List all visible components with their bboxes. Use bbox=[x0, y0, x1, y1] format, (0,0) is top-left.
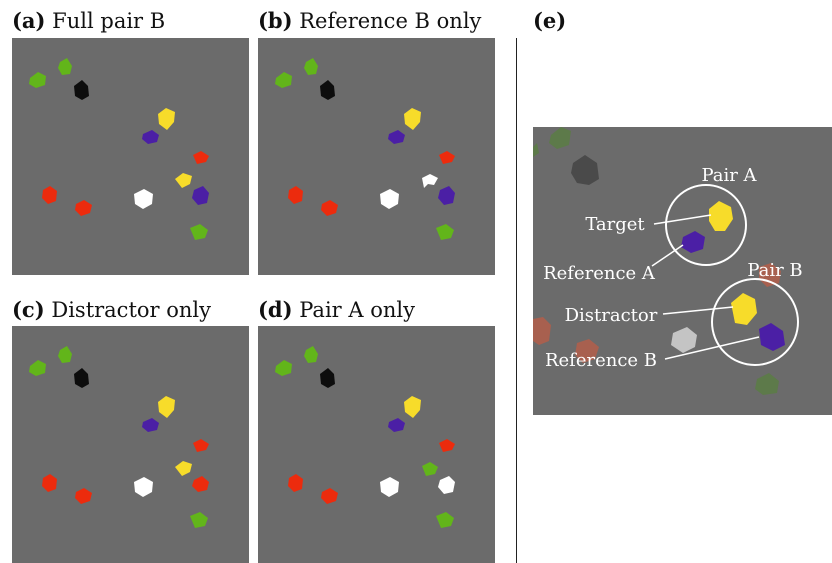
panel-c-title: Distractor only bbox=[51, 298, 211, 322]
reference-a-label: Reference A bbox=[543, 263, 656, 284]
green-blob bbox=[275, 360, 292, 376]
white-blob bbox=[422, 174, 438, 188]
target-blob bbox=[709, 201, 733, 231]
reference-a-blob bbox=[681, 231, 705, 253]
yellow-blob bbox=[175, 461, 192, 476]
white-blob bbox=[380, 477, 399, 497]
distractor-label: Distractor bbox=[565, 305, 658, 326]
panel-e-letter: (e) bbox=[533, 8, 567, 33]
white-blob bbox=[134, 189, 153, 209]
caption-panel-d: (d) Pair A only bbox=[258, 297, 415, 323]
target-leader-line bbox=[653, 214, 712, 225]
green-blob bbox=[190, 224, 208, 240]
caption-panel-e: (e) bbox=[533, 9, 566, 33]
faded-green-blob bbox=[549, 127, 571, 149]
yellow-blob bbox=[175, 173, 192, 188]
reference-b-label: Reference B bbox=[545, 350, 657, 371]
faded-white-blob bbox=[671, 327, 697, 353]
red-blob bbox=[288, 474, 303, 492]
panel-a-scene bbox=[29, 58, 209, 240]
purple-blob bbox=[388, 418, 405, 432]
distractor-blob bbox=[731, 293, 757, 325]
panel-a bbox=[12, 38, 249, 275]
yellow-blob bbox=[404, 108, 421, 130]
black-blob bbox=[74, 368, 89, 388]
red-blob bbox=[75, 488, 92, 504]
panel-e-scene: Pair A Pair B Target Reference A Distrac… bbox=[533, 127, 803, 395]
red-blob bbox=[321, 488, 338, 504]
green-blob bbox=[304, 346, 318, 363]
green-blob bbox=[275, 72, 292, 88]
panel-b-scene bbox=[275, 58, 455, 240]
panel-d-title: Pair A only bbox=[299, 298, 415, 322]
pair-a-circle bbox=[665, 184, 747, 266]
panel-b bbox=[258, 38, 495, 275]
pair-b-label: Pair B bbox=[747, 260, 802, 281]
green-blob bbox=[436, 512, 454, 528]
green-blob bbox=[58, 346, 72, 363]
green-blob bbox=[29, 360, 46, 376]
red-blob bbox=[193, 151, 209, 164]
panel-a-letter: (a) bbox=[12, 8, 46, 33]
distractor-leader-line bbox=[662, 306, 734, 315]
faded-red-blob bbox=[533, 317, 551, 345]
panel-b-title: Reference B only bbox=[299, 9, 482, 33]
purple-blob bbox=[438, 186, 455, 205]
caption-panel-a: (a) Full pair B bbox=[12, 8, 166, 34]
white-blob bbox=[438, 476, 455, 494]
panel-d-letter: (d) bbox=[258, 297, 293, 322]
purple-blob bbox=[142, 418, 159, 432]
red-blob bbox=[192, 476, 209, 492]
green-blob bbox=[58, 58, 72, 75]
red-blob bbox=[439, 151, 455, 164]
pair-b-circle bbox=[711, 278, 799, 366]
red-blob bbox=[193, 439, 209, 452]
panel-c bbox=[12, 326, 249, 563]
panel-b-letter: (b) bbox=[258, 8, 293, 33]
black-blob bbox=[74, 80, 89, 100]
purple-blob bbox=[142, 130, 159, 144]
green-blob bbox=[29, 72, 46, 88]
faded-red-blob bbox=[759, 263, 781, 287]
reference-a-leader-line bbox=[651, 244, 684, 267]
red-blob bbox=[42, 474, 57, 492]
pair-a-label: Pair A bbox=[701, 165, 757, 186]
green-blob bbox=[422, 462, 438, 476]
yellow-blob bbox=[158, 108, 175, 130]
caption-panel-c: (c) Distractor only bbox=[12, 297, 211, 323]
panel-e: Pair A Pair B Target Reference A Distrac… bbox=[533, 127, 832, 415]
green-blob bbox=[436, 224, 454, 240]
faded-green-blob bbox=[755, 373, 779, 395]
panel-c-scene bbox=[29, 346, 209, 528]
faded-red-blob bbox=[575, 339, 599, 363]
red-blob bbox=[75, 200, 92, 216]
purple-blob bbox=[388, 130, 405, 144]
yellow-blob bbox=[404, 396, 421, 418]
white-blob bbox=[380, 189, 399, 209]
black-blob bbox=[320, 80, 335, 100]
red-blob bbox=[439, 439, 455, 452]
panel-a-title: Full pair B bbox=[52, 9, 166, 33]
red-blob bbox=[321, 200, 338, 216]
vertical-divider bbox=[516, 38, 517, 563]
target-label: Target bbox=[585, 214, 645, 235]
reference-b-leader-line bbox=[664, 336, 760, 360]
panel-d bbox=[258, 326, 495, 563]
red-blob bbox=[42, 186, 57, 204]
purple-blob bbox=[192, 186, 209, 205]
yellow-blob bbox=[158, 396, 175, 418]
red-blob bbox=[288, 186, 303, 204]
caption-panel-b: (b) Reference B only bbox=[258, 8, 482, 34]
reference-b-blob bbox=[759, 323, 785, 351]
panel-d-scene bbox=[275, 346, 455, 528]
green-blob bbox=[304, 58, 318, 75]
black-blob bbox=[320, 368, 335, 388]
faded-green-blob bbox=[533, 143, 539, 157]
faded-black-blob bbox=[571, 155, 599, 185]
white-blob bbox=[134, 477, 153, 497]
panel-c-letter: (c) bbox=[12, 297, 45, 322]
green-blob bbox=[190, 512, 208, 528]
